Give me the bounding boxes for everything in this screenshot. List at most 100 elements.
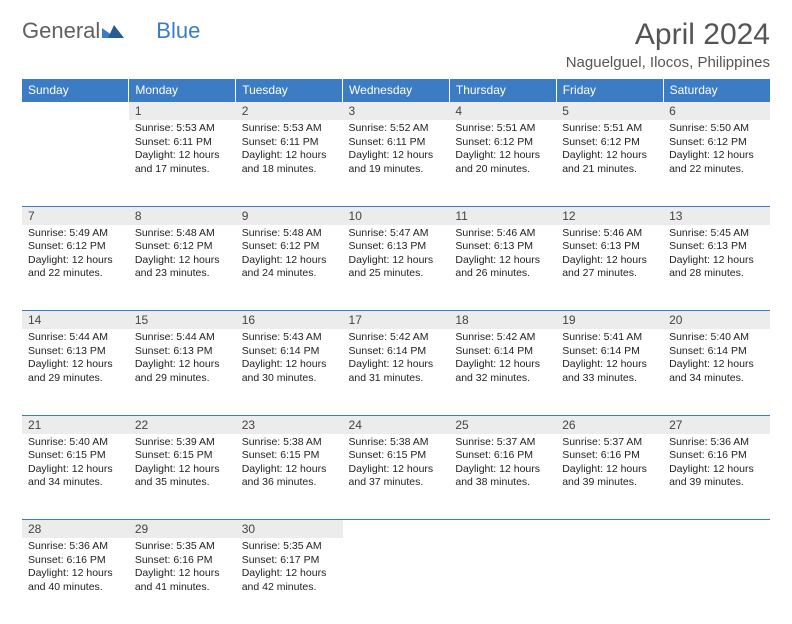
day-number-cell: 16 <box>236 311 343 330</box>
daylight-text: Daylight: 12 hours and 42 minutes. <box>242 567 327 593</box>
day-number-cell: 17 <box>343 311 450 330</box>
daylight-text: Daylight: 12 hours and 34 minutes. <box>669 358 754 384</box>
day-detail-cell: Sunrise: 5:45 AMSunset: 6:13 PMDaylight:… <box>663 225 770 311</box>
logo-icon <box>102 18 124 44</box>
daylight-text: Daylight: 12 hours and 17 minutes. <box>135 149 220 175</box>
day-detail-cell: Sunrise: 5:49 AMSunset: 6:12 PMDaylight:… <box>22 225 129 311</box>
day-detail-row: Sunrise: 5:36 AMSunset: 6:16 PMDaylight:… <box>22 538 770 624</box>
day-number-cell: 6 <box>663 102 770 121</box>
sunrise-text: Sunrise: 5:50 AM <box>669 122 749 134</box>
logo: General Blue <box>22 18 200 44</box>
sunset-text: Sunset: 6:15 PM <box>349 449 427 461</box>
day-number-cell: 25 <box>449 415 556 434</box>
sunset-text: Sunset: 6:15 PM <box>242 449 320 461</box>
day-detail-cell: Sunrise: 5:41 AM Sunset: 6:14 PMDaylight:… <box>556 329 663 415</box>
day-number-row: 21222324252627 <box>22 415 770 434</box>
sunset-text: Sunset: 6:13 PM <box>135 345 213 357</box>
logo-text-1: General <box>22 18 100 44</box>
daylight-text: Daylight: 12 hours and 33 minutes. <box>562 358 647 384</box>
sunrise-text: Sunrise: 5:52 AM <box>349 122 429 134</box>
sunset-text: Sunset: 6:13 PM <box>669 240 747 252</box>
day-detail-cell <box>22 120 129 206</box>
sunrise-text: Sunrise: 5:36 AM <box>669 436 749 448</box>
day-detail-cell: Sunrise: 5:48 AMSunset: 6:12 PMDaylight:… <box>236 225 343 311</box>
weekday-header: Wednesday <box>343 79 450 102</box>
sunset-text: Sunset: 6:15 PM <box>28 449 106 461</box>
day-detail-cell <box>343 538 450 624</box>
sunset-text: Sunset: 6:11 PM <box>242 136 319 148</box>
day-detail-cell: Sunrise: 5:51 AMSunset: 6:12 PMDaylight:… <box>449 120 556 206</box>
day-detail-cell <box>449 538 556 624</box>
day-number-cell: 1 <box>129 102 236 121</box>
day-detail-cell: Sunrise: 5:35 AMSunset: 6:16 PMDaylight:… <box>129 538 236 624</box>
day-number-cell: 18 <box>449 311 556 330</box>
sunset-text: Sunset: 6:14 PM <box>349 345 427 357</box>
day-detail-cell: Sunrise: 5:44 AMSunset: 6:13 PMDaylight:… <box>22 329 129 415</box>
daylight-text: Daylight: 12 hours and 31 minutes. <box>349 358 434 384</box>
day-number-cell <box>556 520 663 539</box>
day-number-cell: 14 <box>22 311 129 330</box>
title-block: April 2024 Naguelguel, Ilocos, Philippin… <box>566 18 770 71</box>
day-detail-cell: Sunrise: 5:37 AMSunset: 6:16 PMDaylight:… <box>556 434 663 520</box>
sunrise-text: Sunrise: 5:51 AM <box>562 122 642 134</box>
day-detail-cell: Sunrise: 5:42 AM Sunset: 6:14 PMDaylight:… <box>449 329 556 415</box>
sunrise-text: Sunrise: 5:42 AM <box>455 331 535 343</box>
logo-text-2: Blue <box>156 18 200 44</box>
day-number-cell: 26 <box>556 415 663 434</box>
day-number-cell: 3 <box>343 102 450 121</box>
day-detail-cell: Sunrise: 5:36 AMSunset: 6:16 PMDaylight:… <box>22 538 129 624</box>
weekday-header: Monday <box>129 79 236 102</box>
sunset-text: Sunset: 6:17 PM <box>242 554 320 566</box>
day-detail-row: Sunrise: 5:44 AMSunset: 6:13 PMDaylight:… <box>22 329 770 415</box>
daylight-text: Daylight: 12 hours and 19 minutes. <box>349 149 434 175</box>
daylight-text: Daylight: 12 hours and 32 minutes. <box>455 358 540 384</box>
sunset-text: Sunset: 6:14 PM <box>455 345 533 357</box>
day-detail-cell: Sunrise: 5:37 AMSunset: 6:16 PMDaylight:… <box>449 434 556 520</box>
daylight-text: Daylight: 12 hours and 36 minutes. <box>242 463 327 489</box>
calendar-table: SundayMondayTuesdayWednesdayThursdayFrid… <box>22 79 770 624</box>
sunrise-text: Sunrise: 5:43 AM <box>242 331 322 343</box>
day-detail-row: Sunrise: 5:40 AMSunset: 6:15 PMDaylight:… <box>22 434 770 520</box>
daylight-text: Daylight: 12 hours and 39 minutes. <box>562 463 647 489</box>
daylight-text: Daylight: 12 hours and 27 minutes. <box>562 254 647 280</box>
sunrise-text: Sunrise: 5:46 AM <box>562 227 642 239</box>
sunrise-text: Sunrise: 5:37 AM <box>562 436 642 448</box>
sunrise-text: Sunrise: 5:48 AM <box>242 227 322 239</box>
sunset-text: Sunset: 6:14 PM <box>562 345 640 357</box>
sunset-text: Sunset: 6:12 PM <box>135 240 213 252</box>
day-detail-row: Sunrise: 5:49 AMSunset: 6:12 PMDaylight:… <box>22 225 770 311</box>
day-number-cell: 27 <box>663 415 770 434</box>
weekday-header: Tuesday <box>236 79 343 102</box>
weekday-row: SundayMondayTuesdayWednesdayThursdayFrid… <box>22 79 770 102</box>
day-detail-cell: Sunrise: 5:53 AMSunset: 6:11 PMDaylight:… <box>129 120 236 206</box>
sunset-text: Sunset: 6:13 PM <box>28 345 106 357</box>
day-number-cell: 24 <box>343 415 450 434</box>
location-text: Naguelguel, Ilocos, Philippines <box>566 54 770 71</box>
calendar-body: 123456Sunrise: 5:53 AMSunset: 6:11 PMDay… <box>22 102 770 624</box>
sunrise-text: Sunrise: 5:41 AM <box>562 331 642 343</box>
day-number-cell: 30 <box>236 520 343 539</box>
day-number-cell <box>449 520 556 539</box>
day-number-cell: 12 <box>556 206 663 225</box>
day-number-row: 14151617181920 <box>22 311 770 330</box>
day-number-cell: 8 <box>129 206 236 225</box>
sunset-text: Sunset: 6:12 PM <box>242 240 320 252</box>
day-number-cell <box>343 520 450 539</box>
day-detail-cell <box>663 538 770 624</box>
day-detail-cell: Sunrise: 5:47 AMSunset: 6:13 PMDaylight:… <box>343 225 450 311</box>
day-detail-cell: Sunrise: 5:48 AMSunset: 6:12 PMDaylight:… <box>129 225 236 311</box>
day-number-cell <box>663 520 770 539</box>
sunrise-text: Sunrise: 5:35 AM <box>135 540 215 552</box>
day-number-cell: 20 <box>663 311 770 330</box>
sunset-text: Sunset: 6:12 PM <box>562 136 640 148</box>
day-detail-cell: Sunrise: 5:46 AMSunset: 6:13 PMDaylight:… <box>556 225 663 311</box>
sunrise-text: Sunrise: 5:36 AM <box>28 540 108 552</box>
day-number-cell: 10 <box>343 206 450 225</box>
sunrise-text: Sunrise: 5:51 AM <box>455 122 535 134</box>
day-number-cell: 13 <box>663 206 770 225</box>
day-detail-cell: Sunrise: 5:44 AMSunset: 6:13 PMDaylight:… <box>129 329 236 415</box>
sunrise-text: Sunrise: 5:35 AM <box>242 540 322 552</box>
sunrise-text: Sunrise: 5:53 AM <box>135 122 215 134</box>
sunset-text: Sunset: 6:15 PM <box>135 449 213 461</box>
daylight-text: Daylight: 12 hours and 21 minutes. <box>562 149 647 175</box>
